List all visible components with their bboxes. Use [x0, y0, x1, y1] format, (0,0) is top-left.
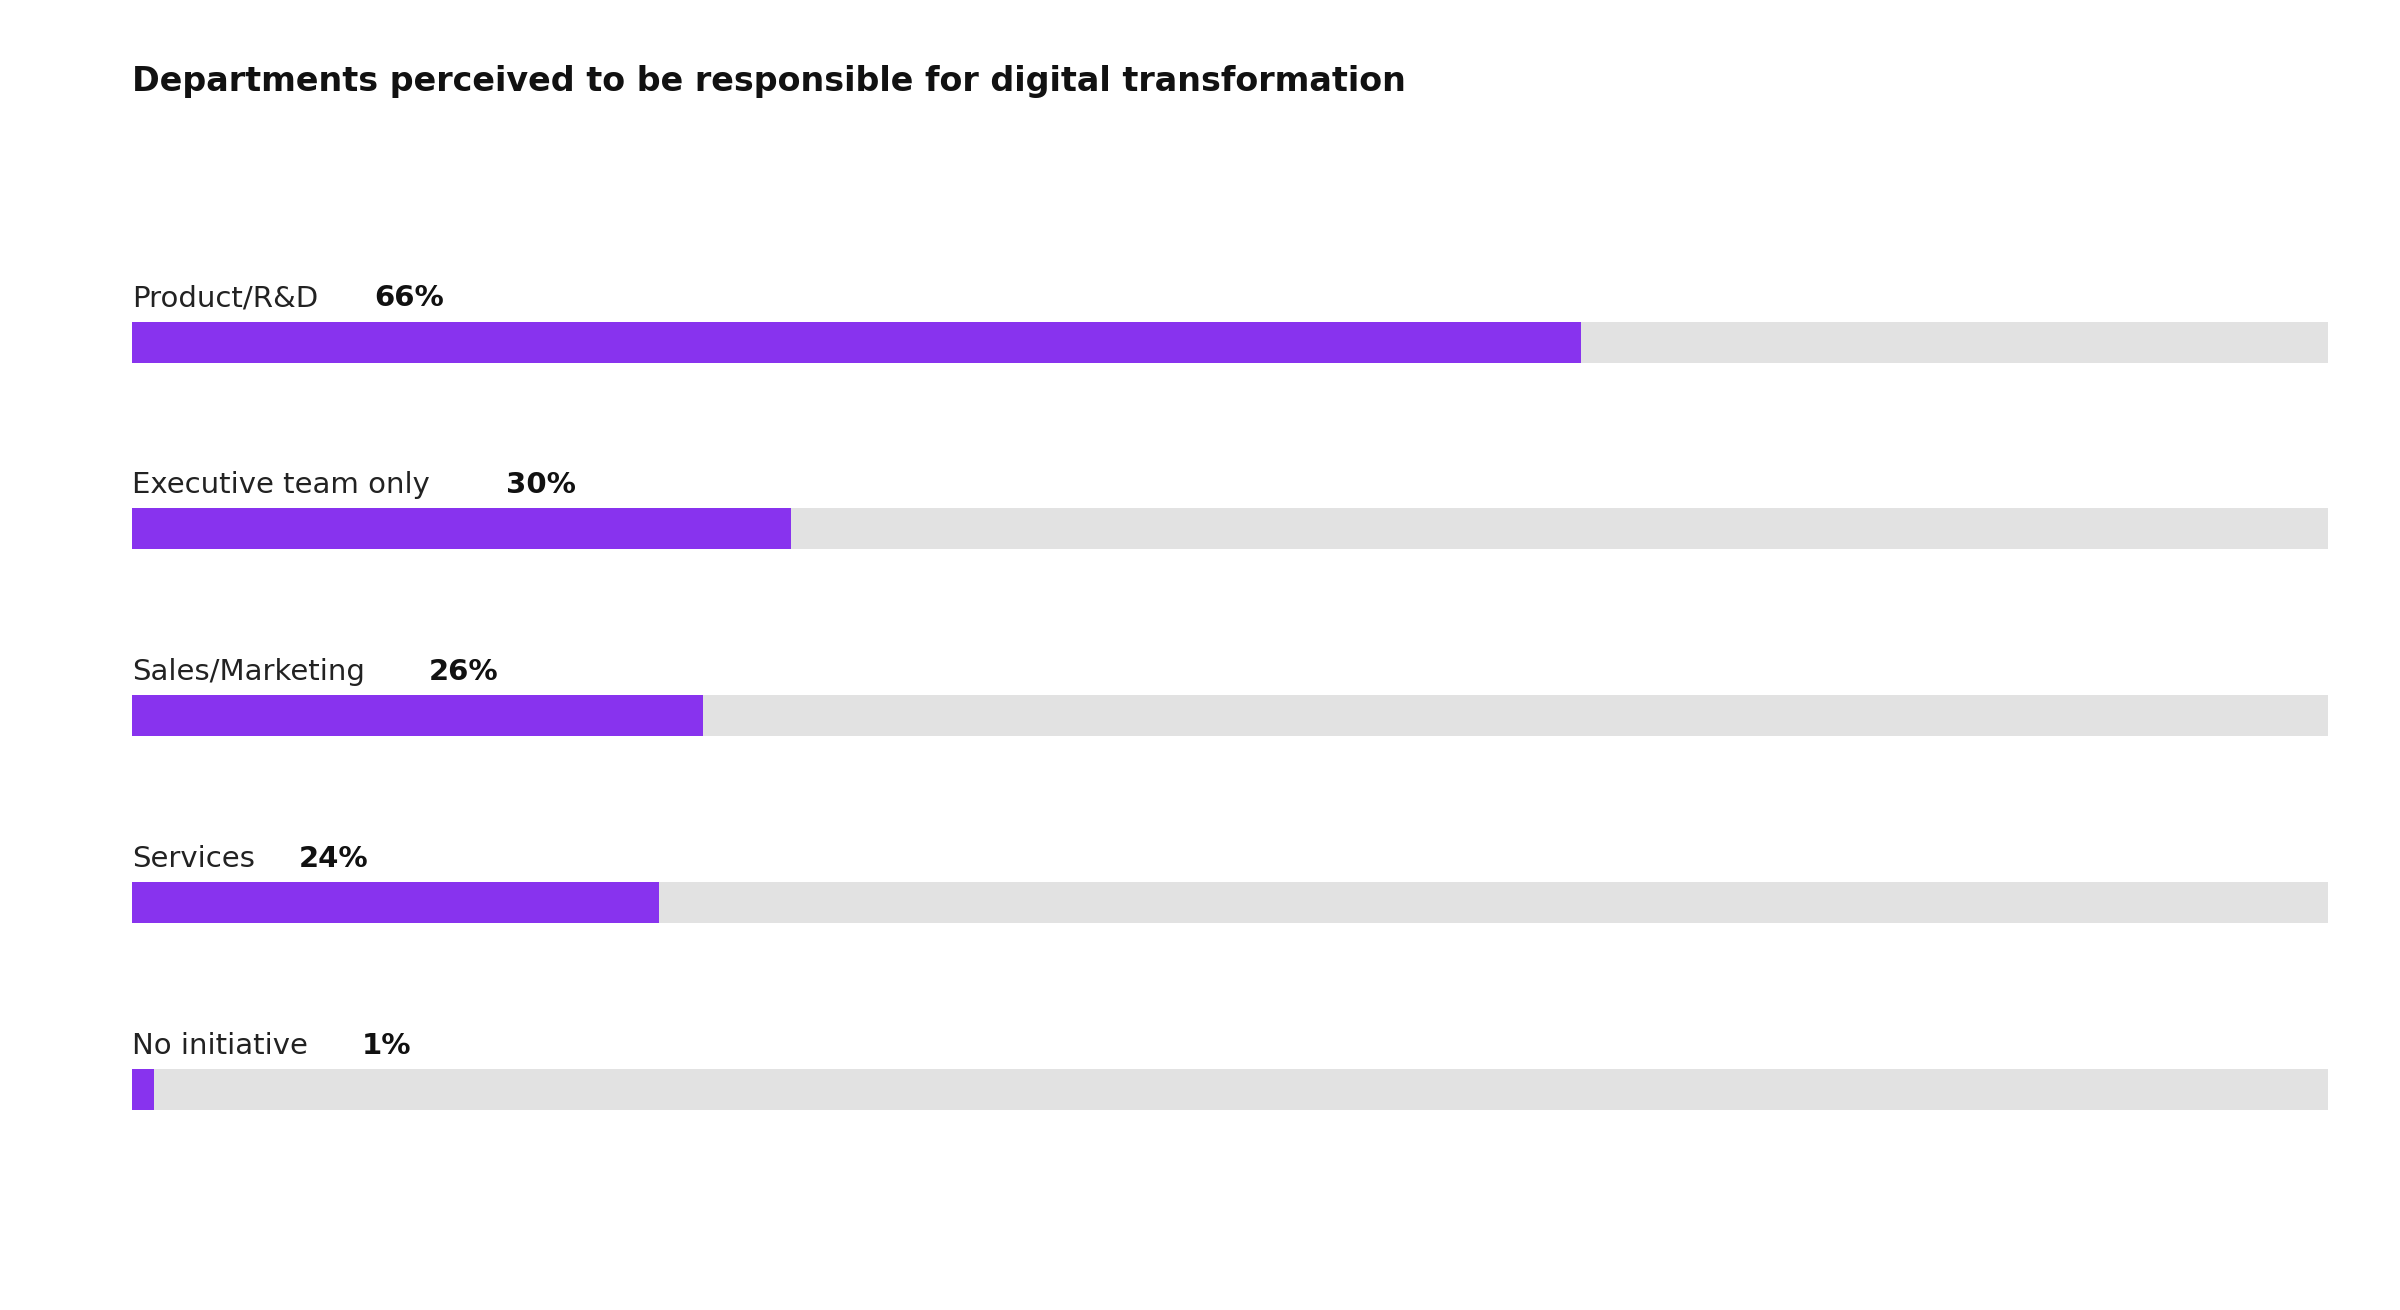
Text: No initiative: No initiative [132, 1031, 307, 1060]
Text: 24%: 24% [300, 845, 370, 872]
Bar [132, 321, 2328, 363]
Bar [132, 321, 1582, 363]
Text: Sales/Marketing: Sales/Marketing [132, 658, 365, 686]
Text: Departments perceived to be responsible for digital transformation: Departments perceived to be responsible … [132, 66, 1406, 98]
Text: 1%: 1% [362, 1031, 410, 1060]
Text: 66%: 66% [374, 284, 444, 312]
Text: Product/R&D: Product/R&D [132, 284, 319, 312]
Text: 26%: 26% [430, 658, 499, 686]
Text: Services: Services [132, 845, 254, 872]
Text: Executive team only: Executive team only [132, 472, 430, 499]
Bar [132, 1069, 154, 1110]
Bar [132, 882, 660, 924]
Bar [132, 882, 2328, 924]
Bar [132, 1069, 2328, 1110]
Bar [132, 508, 2328, 549]
Bar [132, 696, 703, 736]
Bar [132, 696, 2328, 736]
Text: 30%: 30% [506, 472, 576, 499]
Bar [132, 508, 792, 549]
